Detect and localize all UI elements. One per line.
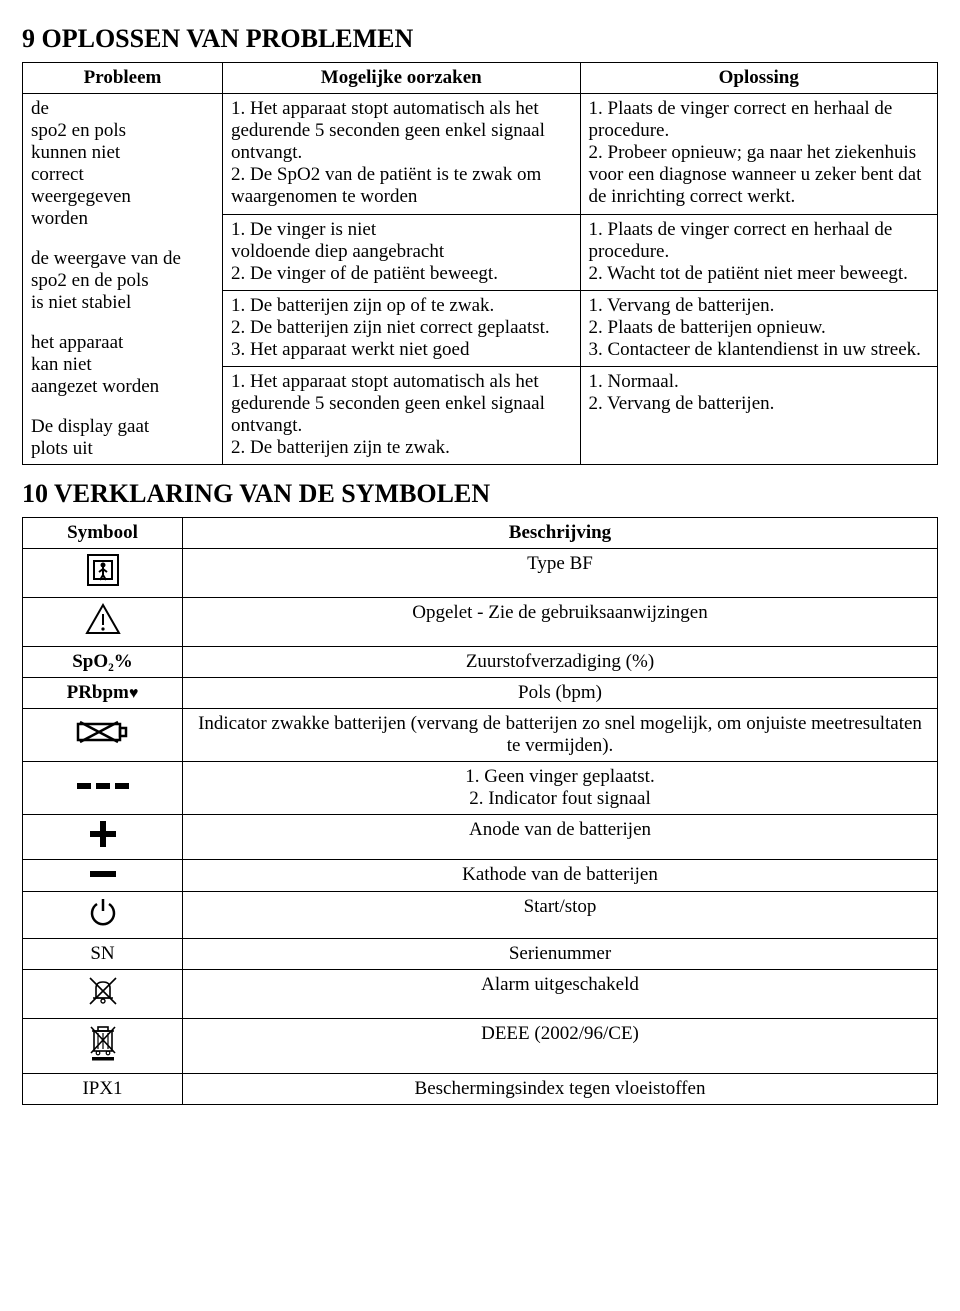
- problem-cell: het apparaat kan niet aangezet worden: [31, 332, 214, 398]
- table-row: SpO₂% Zuurstofverzadiging (%): [23, 647, 938, 678]
- desc-cell: Pols (bpm): [183, 678, 938, 709]
- table-row: SN Serienummer: [23, 938, 938, 969]
- table-row: 1. Geen vinger geplaatst. 2. Indicator f…: [23, 762, 938, 815]
- minus-icon: [88, 865, 118, 887]
- cause-cell: 1. De batterijen zijn op of te zwak. 2. …: [223, 290, 581, 366]
- prbpm-label: PRbpm: [67, 682, 129, 703]
- table-row: IPX1 Beschermingsindex tegen vloeistoffe…: [23, 1073, 938, 1104]
- table-row: Alarm uitgeschakeld: [23, 969, 938, 1018]
- table-header-row: Symbool Beschrijving: [23, 518, 938, 549]
- desc-cell: 1. Geen vinger geplaatst. 2. Indicator f…: [183, 762, 938, 815]
- table-row: Indicator zwakke batterijen (vervang de …: [23, 709, 938, 762]
- heart-icon: ♥: [129, 685, 139, 702]
- desc-cell: Alarm uitgeschakeld: [183, 969, 938, 1018]
- symbols-table: Symbool Beschrijving Type BF: [22, 517, 938, 1105]
- table-row: PRbpm♥ Pols (bpm): [23, 678, 938, 709]
- desc-cell: Indicator zwakke batterijen (vervang de …: [183, 709, 938, 762]
- table-row: de spo2 en pols kunnen niet correct weer…: [23, 94, 938, 215]
- warning-icon: [84, 602, 122, 642]
- solution-cell: 1. Plaats de vinger correct en herhaal d…: [580, 94, 938, 215]
- col-problem-header: Probleem: [23, 63, 223, 94]
- plus-icon: [88, 819, 118, 855]
- desc-cell: Beschermingsindex tegen vloeistoffen: [183, 1073, 938, 1104]
- problem-cell: de spo2 en pols kunnen niet correct weer…: [31, 98, 214, 230]
- desc-cell: Opgelet - Zie de gebruiksaanwijzingen: [183, 598, 938, 647]
- col-solution-header: Oplossing: [580, 63, 938, 94]
- section9-title: 9 OPLOSSEN VAN PROBLEMEN: [22, 24, 938, 54]
- desc-cell: Anode van de batterijen: [183, 815, 938, 860]
- cause-cell: 1. Het apparaat stopt automatisch als he…: [223, 94, 581, 215]
- problem-cell: de weergave van de spo2 en de pols is ni…: [31, 248, 214, 314]
- desc-cell: Kathode van de batterijen: [183, 860, 938, 892]
- table-row: Start/stop: [23, 891, 938, 938]
- weee-icon: [86, 1023, 120, 1069]
- type-bf-icon: [86, 553, 120, 593]
- desc-cell: Start/stop: [183, 891, 938, 938]
- table-header-row: Probleem Mogelijke oorzaken Oplossing: [23, 63, 938, 94]
- desc-cell: Serienummer: [183, 938, 938, 969]
- table-row: Type BF: [23, 549, 938, 598]
- table-row: Opgelet - Zie de gebruiksaanwijzingen: [23, 598, 938, 647]
- spo2-label: SpO₂%: [72, 651, 133, 672]
- table-row: DEEE (2002/96/CE): [23, 1018, 938, 1073]
- col-cause-header: Mogelijke oorzaken: [223, 63, 581, 94]
- low-battery-icon: [76, 718, 130, 752]
- col-desc-header: Beschrijving: [183, 518, 938, 549]
- col-symbol-header: Symbool: [23, 518, 183, 549]
- alarm-off-icon: [86, 974, 120, 1014]
- solution-cell: 1. Vervang de batterijen. 2. Plaats de b…: [580, 290, 938, 366]
- solution-cell: 1. Plaats de vinger correct en herhaal d…: [580, 214, 938, 290]
- problems-table: Probleem Mogelijke oorzaken Oplossing de…: [22, 62, 938, 465]
- cause-cell: 1. De vinger is niet voldoende diep aang…: [223, 214, 581, 290]
- power-icon: [87, 896, 119, 934]
- section10-title: 10 VERKLARING VAN DE SYMBOLEN: [22, 479, 938, 509]
- ipx1-label: IPX1: [82, 1078, 122, 1099]
- table-row: Anode van de batterijen: [23, 815, 938, 860]
- table-row: Kathode van de batterijen: [23, 860, 938, 892]
- desc-cell: Zuurstofverzadiging (%): [183, 647, 938, 678]
- dashes-icon: [75, 777, 131, 799]
- desc-cell: DEEE (2002/96/CE): [183, 1018, 938, 1073]
- solution-cell: 1. Normaal. 2. Vervang de batterijen.: [580, 366, 938, 464]
- problem-cell: De display gaat plots uit: [31, 416, 214, 460]
- desc-cell: Type BF: [183, 549, 938, 598]
- cause-cell: 1. Het apparaat stopt automatisch als he…: [223, 366, 581, 464]
- sn-label: SN: [90, 943, 114, 964]
